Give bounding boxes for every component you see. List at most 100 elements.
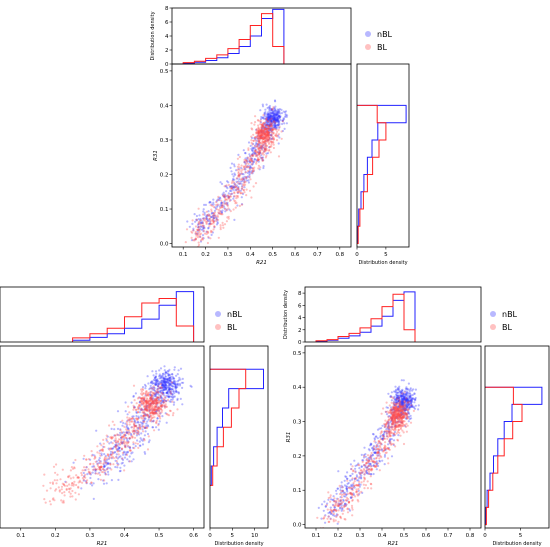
scatter-point-nBL	[407, 388, 410, 391]
scatter-point-BL	[155, 397, 158, 401]
scatter-point-nBL	[165, 391, 169, 394]
scatter-point-BL	[346, 508, 349, 511]
scatter-point-BL	[379, 438, 382, 441]
scatter-point-BL	[59, 478, 62, 481]
scatter-point-BL	[264, 128, 267, 131]
scatter-point-BL	[150, 393, 153, 396]
scatter-point-nBL	[165, 399, 168, 402]
scatter-point-nBL	[163, 381, 166, 384]
scatter-point-BL	[192, 239, 195, 242]
scatter-point-nBL	[274, 121, 277, 124]
scatter-point-nBL	[403, 408, 406, 411]
scatter-point-BL	[96, 463, 99, 466]
scatter-point-BL	[101, 449, 105, 452]
scatter-point-BL	[399, 404, 402, 407]
scatter-point-nBL	[413, 407, 417, 410]
scatter-point-nBL	[149, 381, 152, 384]
scatter-point-nBL	[411, 404, 414, 407]
scatter-point-BL	[267, 131, 270, 134]
scatter-point-nBL	[264, 122, 267, 125]
scatter-point-BL	[264, 137, 267, 140]
scatter-point-BL	[265, 154, 268, 157]
scatter-point-BL	[262, 132, 265, 135]
scatter-point-nBL	[120, 436, 123, 439]
scatter-point-nBL	[255, 128, 258, 131]
scatter-point-nBL	[406, 402, 409, 405]
scatter-point-BL	[347, 500, 351, 504]
scatter-point-BL	[147, 393, 150, 396]
scatter-point-nBL	[174, 387, 177, 390]
scatter-point-nBL	[272, 117, 275, 120]
scatter-point-nBL	[157, 382, 160, 386]
scatter-point-BL	[269, 145, 272, 148]
scatter-point-BL	[145, 397, 148, 400]
scatter-point-BL	[385, 401, 388, 404]
scatter-point-nBL	[404, 409, 407, 412]
scatter-point-nBL	[338, 503, 341, 506]
scatter-point-nBL	[375, 468, 378, 471]
scatter-point-BL	[102, 468, 105, 471]
scatter-point-nBL	[263, 112, 266, 115]
scatter-point-BL	[264, 130, 267, 133]
scatter-point-nBL	[263, 136, 266, 139]
scatter-point-nBL	[167, 381, 170, 384]
scatter-point-BL	[217, 236, 220, 239]
scatter-point-nBL	[82, 457, 85, 460]
scatter-point-nBL	[208, 222, 211, 225]
scatter-point-BL	[329, 494, 332, 497]
scatter-point-nBL	[144, 426, 147, 429]
scatter-point-BL	[76, 475, 79, 479]
scatter-point-BL	[99, 465, 102, 468]
legend-label: nBL	[227, 310, 243, 319]
scatter-point-nBL	[278, 110, 281, 113]
scatter-point-nBL	[237, 187, 240, 190]
scatter-point-BL	[402, 416, 405, 419]
scatter-point-BL	[355, 483, 358, 487]
scatter-point-BL	[60, 485, 64, 488]
scatter-point-nBL	[395, 415, 398, 418]
scatter-point-BL	[392, 418, 395, 421]
scatter-point-BL	[120, 431, 123, 434]
scatter-point-nBL	[169, 395, 172, 398]
scatter-point-nBL	[162, 381, 165, 384]
scatter-point-BL	[337, 505, 340, 508]
scatter-point-nBL	[402, 394, 405, 398]
scatter-point-nBL	[276, 119, 280, 122]
scatter-point-BL	[379, 432, 382, 435]
scatter-point-nBL	[396, 408, 399, 411]
scatter-point-nBL	[244, 152, 247, 155]
scatter-point-nBL	[350, 484, 354, 488]
scatter-point-nBL	[147, 425, 150, 428]
scatter-point-nBL	[208, 200, 211, 204]
scatter-point-BL	[123, 445, 127, 448]
scatter-point-BL	[257, 138, 260, 141]
scatter-point-nBL	[408, 406, 411, 409]
scatter-point-BL	[141, 401, 144, 404]
scatter-point-nBL	[398, 403, 402, 406]
scatter-point-BL	[264, 149, 267, 152]
scatter-point-BL	[393, 427, 397, 430]
scatter-point-BL	[237, 174, 240, 177]
scatter-point-nBL	[274, 107, 277, 110]
scatter-point-BL	[260, 136, 264, 139]
scatter-point-nBL	[400, 412, 403, 415]
scatter-point-nBL	[169, 375, 172, 379]
scatter-point-nBL	[400, 401, 403, 404]
scatter-point-BL	[375, 465, 378, 468]
hist-x-tick-label: 6	[165, 20, 169, 26]
scatter-point-BL	[234, 200, 237, 203]
scatter-point-nBL	[102, 482, 106, 485]
scatter-point-BL	[380, 430, 383, 433]
scatter-point-BL	[376, 448, 379, 451]
scatter-point-nBL	[397, 396, 400, 399]
scatter-point-nBL	[149, 403, 152, 406]
scatter-point-nBL	[363, 463, 366, 467]
scatter-point-nBL	[401, 400, 404, 403]
scatter-point-BL	[377, 442, 380, 445]
scatter-point-BL	[266, 120, 269, 123]
scatter-point-BL	[406, 417, 409, 420]
scatter-point-nBL	[395, 393, 398, 396]
scatter-point-BL	[257, 153, 260, 156]
scatter-point-nBL	[208, 218, 211, 221]
scatter-point-BL	[395, 412, 398, 415]
